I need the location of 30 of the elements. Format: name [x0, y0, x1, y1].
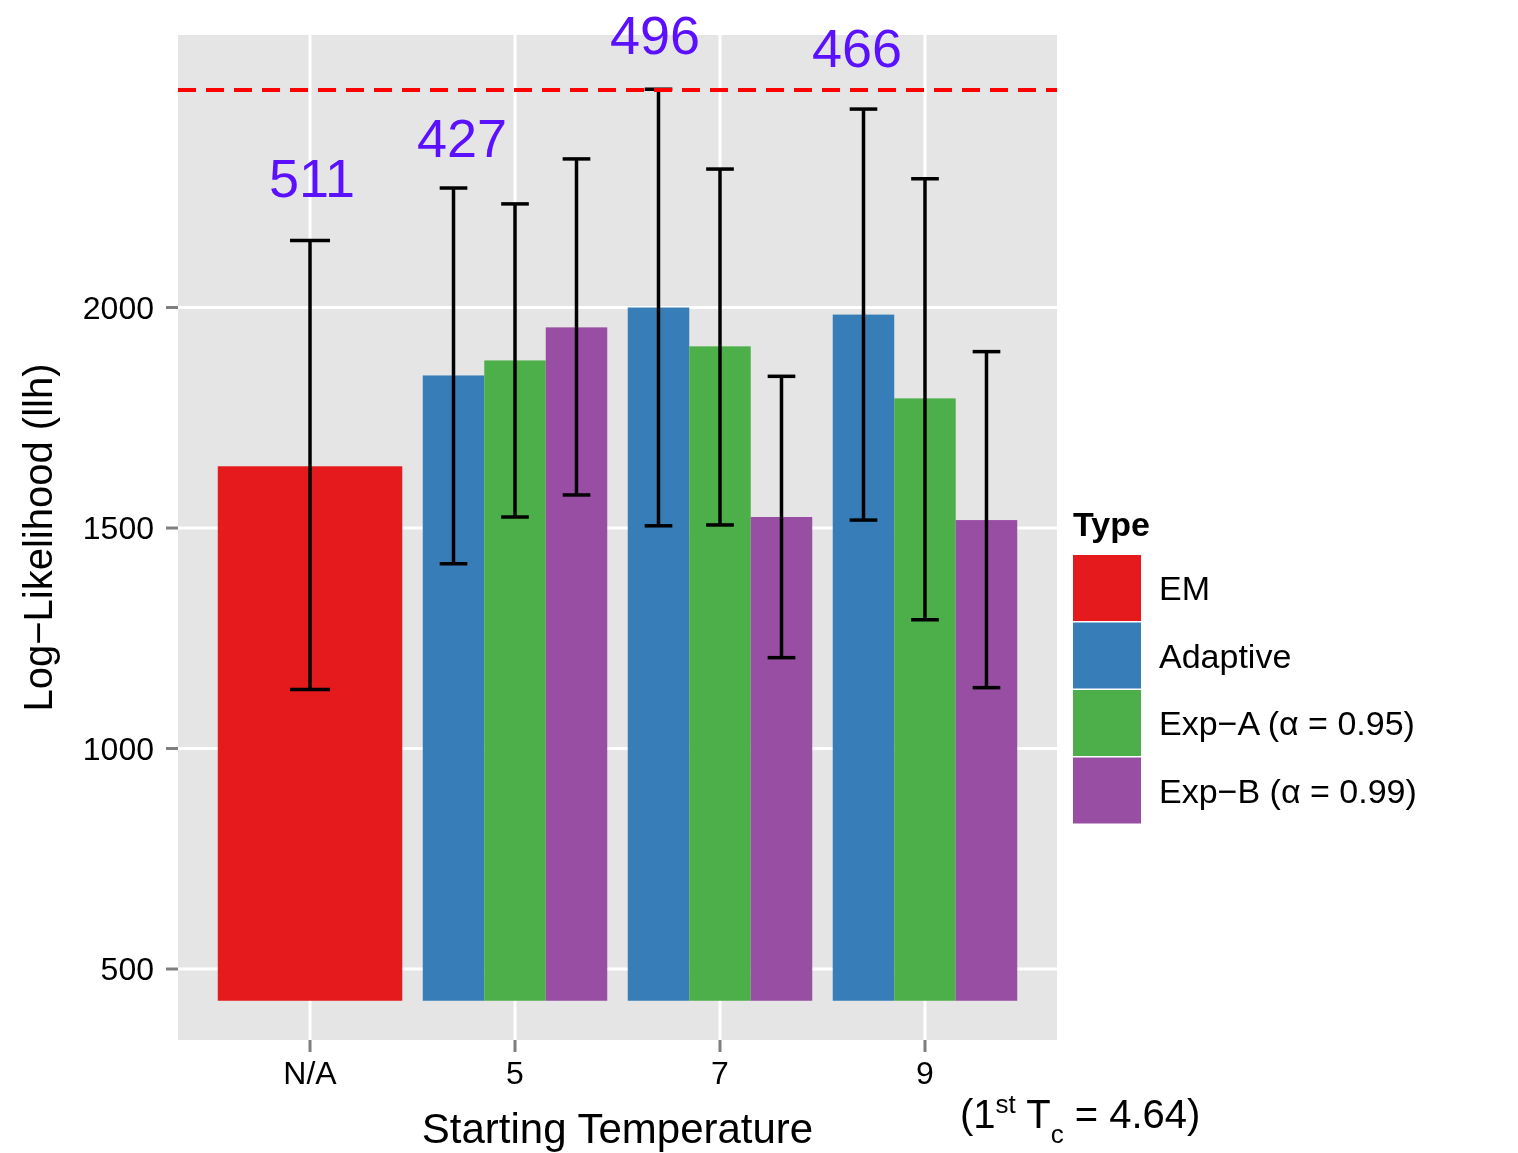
legend-label: EM	[1159, 569, 1210, 607]
x-axis-title: Starting Temperature	[421, 1105, 814, 1152]
legend-label: Exp−B (α = 0.99)	[1159, 771, 1417, 810]
bar	[217, 466, 403, 1001]
text: (1$^{st}$ T$_{c}$ = 4.64)	[960, 1089, 1201, 1149]
y-tick-label: 1000	[82, 730, 154, 767]
y-axis-title: Log−Likelihood (llh)	[16, 363, 60, 712]
x-tick-label: 7	[711, 1055, 729, 1091]
x-tick-label: N/A	[283, 1055, 338, 1091]
annotation: 466	[811, 18, 903, 78]
bar	[545, 327, 608, 1001]
bar	[484, 360, 546, 1001]
bar	[955, 520, 1018, 1001]
legend-label: Exp−A (α = 0.95)	[1159, 704, 1415, 742]
annotation: 511	[268, 148, 356, 208]
x-tick-label: 9	[916, 1055, 934, 1091]
y-tick-label: 1500	[82, 510, 154, 547]
bar	[894, 398, 956, 1001]
bar	[832, 314, 895, 1001]
bar	[750, 516, 813, 1001]
bar	[689, 346, 751, 1001]
legend-title: Type	[1073, 505, 1150, 543]
annotation: 427	[416, 108, 508, 168]
y-tick-label: 500	[100, 951, 154, 987]
bar	[422, 375, 485, 1001]
y-tick-label: 2000	[82, 289, 154, 326]
x-tick-label: 5	[506, 1055, 524, 1091]
annotation: 496	[609, 5, 701, 65]
bar	[627, 307, 690, 1001]
legend-label: Adaptive	[1159, 636, 1292, 675]
